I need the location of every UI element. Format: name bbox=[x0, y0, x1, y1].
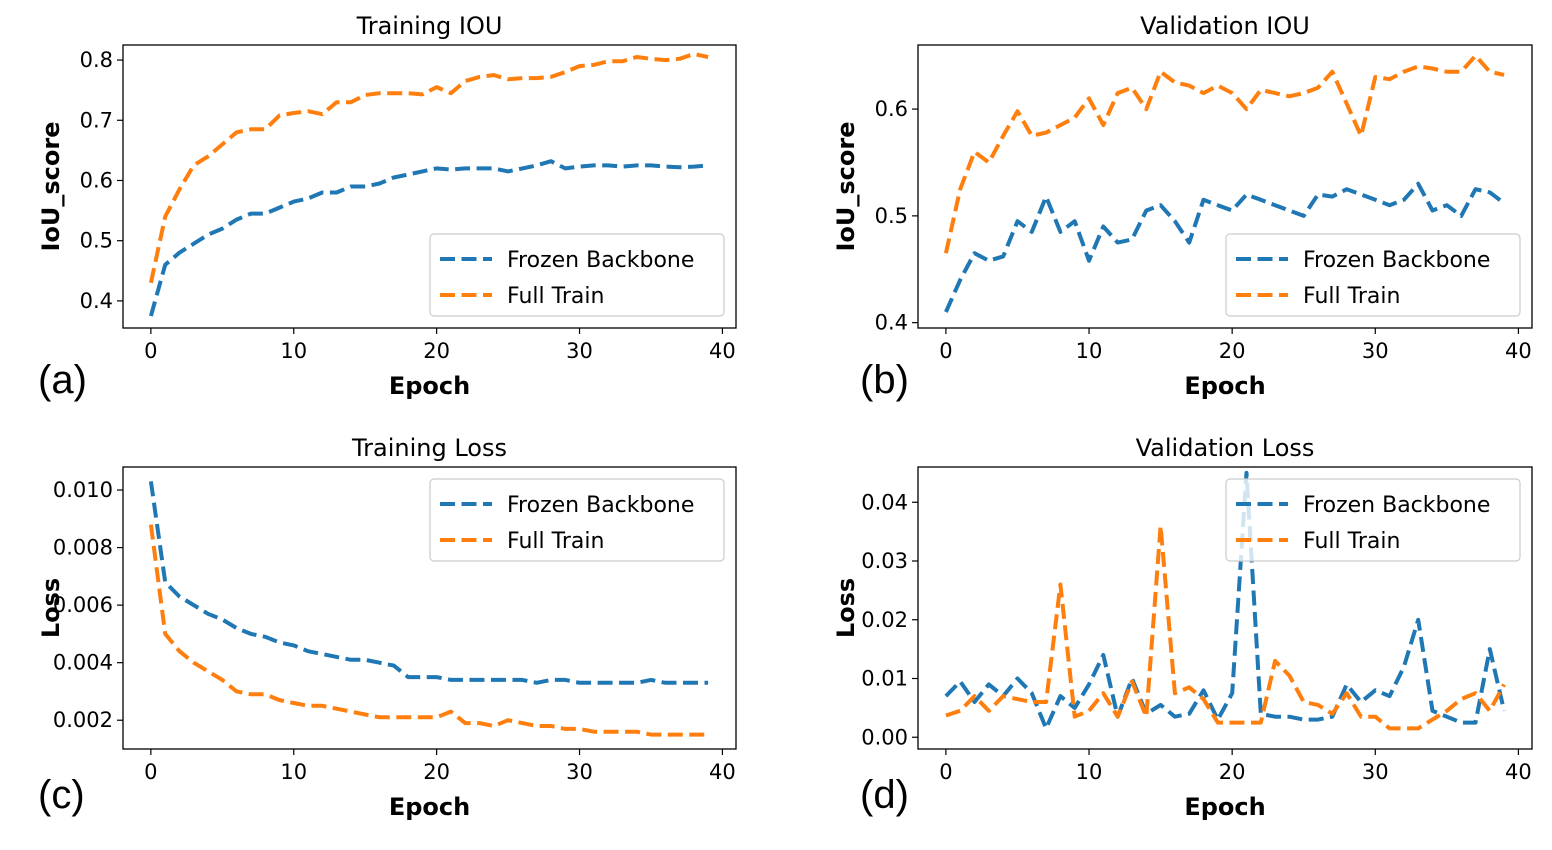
axes-frame bbox=[917, 44, 1533, 329]
series-line-frozen bbox=[148, 481, 709, 685]
x-tick-label: 40 bbox=[709, 339, 736, 363]
legend-label-frozen: Frozen Backbone bbox=[1303, 248, 1490, 273]
chart-panel-3: Training Loss 0 10 20 30 40 0.002 0.004 0.006 0.0… bbox=[37, 434, 737, 821]
legend: Frozen Backbone Full Train bbox=[1225, 478, 1521, 562]
x-tick-label: 20 bbox=[423, 339, 450, 363]
y-tick-label: 0.00 bbox=[861, 725, 908, 749]
x-axis-label: Epoch bbox=[1184, 793, 1265, 821]
plot-area bbox=[148, 481, 709, 737]
y-axis-label: IoU_score bbox=[37, 121, 65, 251]
legend: Frozen Backbone Full Train bbox=[1225, 233, 1521, 317]
legend-label-full: Full Train bbox=[507, 284, 604, 309]
legend: Frozen Backbone Full Train bbox=[429, 478, 725, 562]
y-tick-label: 0.4 bbox=[875, 311, 908, 335]
x-tick-label: 10 bbox=[280, 339, 307, 363]
x-axis-label: Epoch bbox=[389, 793, 470, 821]
legend-label-frozen: Frozen Backbone bbox=[507, 493, 694, 518]
legend-box bbox=[429, 478, 725, 562]
y-tick-label: 0.02 bbox=[861, 608, 908, 632]
x-tick-label: 30 bbox=[1362, 339, 1389, 363]
legend-box bbox=[1225, 233, 1521, 317]
x-tick-label: 10 bbox=[280, 760, 307, 784]
y-tick-label: 0.6 bbox=[875, 97, 908, 121]
x-axis-label: Epoch bbox=[389, 372, 470, 400]
chart-title: Validation IOU bbox=[1140, 12, 1310, 40]
legend-box bbox=[1225, 478, 1521, 562]
series-line-frozen bbox=[148, 159, 709, 317]
x-tick-label: 10 bbox=[1076, 339, 1103, 363]
series-line-frozen bbox=[944, 181, 1506, 313]
plot-area bbox=[944, 470, 1507, 731]
plot-area bbox=[148, 52, 709, 317]
x-tick-label: 40 bbox=[1505, 760, 1532, 784]
y-tick-label: 0.03 bbox=[861, 549, 908, 573]
x-tick-label: 20 bbox=[1219, 339, 1246, 363]
chart-panel-2: Validation IOU 0 10 20 30 40 0.4 0.5 0.6 Epoch IoU… bbox=[832, 12, 1533, 402]
x-tick-label: 40 bbox=[709, 760, 736, 784]
x-tick-label: 0 bbox=[939, 760, 952, 784]
y-tick-label: 0.5 bbox=[80, 229, 113, 253]
x-tick-label: 30 bbox=[566, 339, 593, 363]
x-tick-label: 20 bbox=[1219, 760, 1246, 784]
y-tick-label: 0.5 bbox=[875, 204, 908, 228]
x-tick-label: 20 bbox=[423, 760, 450, 784]
y-tick-label: 0.004 bbox=[53, 651, 113, 675]
series-line-frozen bbox=[944, 470, 1507, 731]
x-tick-label: 0 bbox=[144, 339, 157, 363]
y-tick-label: 0.006 bbox=[53, 593, 113, 617]
y-tick-label: 0.002 bbox=[53, 708, 113, 732]
x-tick-label: 30 bbox=[1362, 760, 1389, 784]
x-tick-label: 40 bbox=[1505, 339, 1532, 363]
legend-box bbox=[429, 233, 725, 317]
series-line-full bbox=[943, 53, 1505, 254]
legend: Frozen Backbone Full Train bbox=[429, 233, 725, 317]
panel-label: (a) bbox=[38, 358, 87, 402]
y-tick-label: 0.04 bbox=[861, 490, 908, 514]
y-tick-label: 0.4 bbox=[80, 289, 113, 313]
y-tick-label: 0.01 bbox=[861, 667, 908, 691]
chart-panel-1: Training IOU 0 10 20 30 40 0.4 0.5 0.6 0.7 0.8 Epoc… bbox=[37, 12, 737, 402]
chart-title: Training Loss bbox=[351, 434, 507, 462]
axes-frame bbox=[122, 44, 737, 329]
legend-label-full: Full Train bbox=[1303, 529, 1400, 554]
x-tick-label: 0 bbox=[144, 760, 157, 784]
legend-label-frozen: Frozen Backbone bbox=[507, 248, 694, 273]
y-tick-label: 0.008 bbox=[53, 536, 113, 560]
chart-title: Validation Loss bbox=[1136, 434, 1315, 462]
legend-label-full: Full Train bbox=[507, 529, 604, 554]
y-axis-label: Loss bbox=[832, 578, 860, 638]
axes-frame bbox=[122, 466, 737, 750]
x-tick-label: 10 bbox=[1076, 760, 1103, 784]
x-tick-label: 0 bbox=[939, 339, 952, 363]
chart-title: Training IOU bbox=[356, 12, 503, 40]
panel-label: (c) bbox=[38, 773, 85, 817]
series-line-full bbox=[148, 524, 709, 737]
series-line-full bbox=[148, 52, 709, 284]
y-axis-label: Loss bbox=[37, 578, 65, 638]
panel-label: (d) bbox=[860, 773, 909, 817]
panel-label: (b) bbox=[860, 358, 909, 402]
legend-label-frozen: Frozen Backbone bbox=[1303, 493, 1490, 518]
chart-panel-4: Validation Loss 0 10 20 30 40 0.00 0.01 0.02 0.03… bbox=[832, 434, 1533, 821]
y-axis-label: IoU_score bbox=[832, 121, 860, 251]
y-tick-label: 0.6 bbox=[80, 168, 113, 192]
y-tick-label: 0.8 bbox=[80, 48, 113, 72]
legend-label-full: Full Train bbox=[1303, 284, 1400, 309]
series-line-full bbox=[945, 523, 1506, 731]
y-tick-label: 0.010 bbox=[53, 478, 113, 502]
x-axis-label: Epoch bbox=[1184, 372, 1265, 400]
plot-area bbox=[943, 53, 1506, 313]
axes-frame bbox=[917, 466, 1533, 750]
x-tick-label: 30 bbox=[566, 760, 593, 784]
y-tick-label: 0.7 bbox=[80, 108, 113, 132]
